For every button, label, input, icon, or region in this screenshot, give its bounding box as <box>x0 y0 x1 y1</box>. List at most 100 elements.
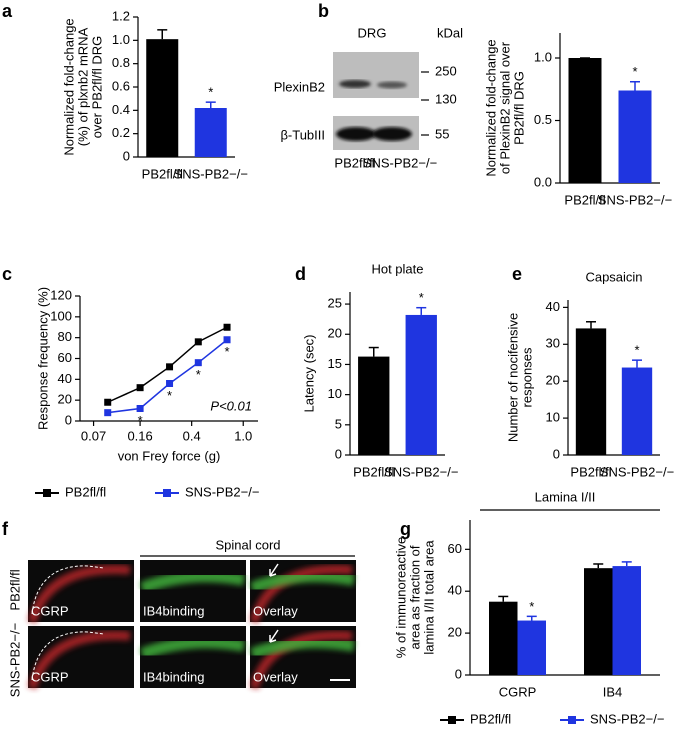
blot-band <box>339 80 371 88</box>
y-axis-label: % of immunoreactive <box>393 537 408 658</box>
x-tick-label: 0.16 <box>127 428 152 443</box>
blot-title: DRG <box>358 25 387 40</box>
point <box>104 409 112 417</box>
marker-label: 250 <box>435 63 457 78</box>
bar <box>575 328 607 455</box>
x-tick-label: PB2fl/fl <box>142 166 183 181</box>
row-label: PB2fl/fl <box>7 569 22 610</box>
y-tick-label: 20 <box>328 326 342 341</box>
stain-label: IB4binding <box>143 603 204 618</box>
blot-row: β-TubIII <box>280 127 325 142</box>
blot-band <box>377 81 407 89</box>
micro-title: Spinal cord <box>215 537 280 552</box>
micrographs: f Spinal cord PB2fl/fl SNS-PB2−/− CGRP IB… <box>2 519 356 697</box>
x-tick-label: PB2fl/fl <box>564 192 605 207</box>
y-tick-label: 20 <box>448 625 462 640</box>
annotation: * <box>196 367 201 382</box>
y-tick-label: 1.2 <box>112 8 130 23</box>
y-tick-label: 10 <box>546 410 560 425</box>
y-tick-label: 0.2 <box>112 125 130 140</box>
y-axis-label: Normalized fold-change <box>483 39 498 176</box>
y-tick-label: 60 <box>58 350 72 365</box>
panel-letter: e <box>512 264 522 284</box>
bar <box>584 568 613 675</box>
annotation: * <box>634 343 639 358</box>
blot-row: PlexinB2 <box>274 79 325 94</box>
bar <box>358 356 390 455</box>
y-tick-label: 100 <box>50 308 72 323</box>
chart-title: Hot plate <box>371 261 423 276</box>
y-axis-label: Latency (sec) <box>301 334 316 412</box>
arrow <box>269 563 279 577</box>
y-tick-label: 120 <box>50 287 72 302</box>
note: P<0.01 <box>210 398 252 413</box>
legend-marker <box>163 489 171 497</box>
stain-red <box>27 630 131 690</box>
y-tick-label: 60 <box>448 541 462 556</box>
y-tick-label: 40 <box>546 299 560 314</box>
panel-letter: f <box>2 519 9 539</box>
annotation: * <box>419 290 424 305</box>
bar <box>194 108 227 157</box>
y-tick-label: 40 <box>448 583 462 598</box>
legend-label: PB2fl/fl <box>65 484 106 499</box>
bar <box>621 367 653 455</box>
point <box>223 336 231 344</box>
y-tick-label: 40 <box>58 371 72 386</box>
bar <box>612 566 641 675</box>
point <box>136 405 144 412</box>
chart-title: Capsaicin <box>585 269 642 284</box>
stain-label: CGRP <box>31 669 69 684</box>
y-tick-label: 20 <box>546 373 560 388</box>
stain-label: IB4binding <box>143 669 204 684</box>
point <box>194 338 202 346</box>
stain-green <box>249 570 356 594</box>
y-tick-label: 10 <box>328 386 342 401</box>
bar <box>146 39 179 157</box>
y-tick-label: 1.0 <box>112 32 130 47</box>
y-tick-label: 0 <box>123 148 130 163</box>
stain-label: Overlay <box>253 669 298 684</box>
bar <box>405 314 437 455</box>
x-tick-label: IB4 <box>603 684 623 699</box>
y-axis-label: Response frequency (%) <box>35 287 50 430</box>
y-axis-label: Number of nocifensive <box>505 313 520 442</box>
legend-marker <box>43 489 51 497</box>
outline <box>31 631 105 681</box>
y-tick-label: 0.6 <box>112 78 130 93</box>
stain-green <box>249 636 356 660</box>
marker-label: 130 <box>435 91 457 106</box>
y-tick-label: 0 <box>455 666 462 681</box>
blot-band <box>336 127 376 141</box>
legend-label: PB2fl/fl <box>470 711 511 726</box>
y-tick-label: 0.0 <box>534 174 552 189</box>
x-tick-label: SNS-PB2−/− <box>598 192 672 207</box>
x-tick-label: SNS-PB2−/− <box>174 166 248 181</box>
x-tick-label: 0.4 <box>183 428 201 443</box>
stain-green <box>139 570 246 594</box>
x-tick-label: 0.07 <box>81 428 106 443</box>
panel-letter: c <box>2 264 12 284</box>
panel-letter: d <box>295 264 306 284</box>
stain-label: Overlay <box>253 603 298 618</box>
bar <box>517 620 546 675</box>
x-tick-label: SNS-PB2−/− <box>384 464 458 479</box>
y-axis-label: lamina I/II total area <box>421 540 436 655</box>
y-tick-label: 80 <box>58 329 72 344</box>
y-tick-label: 5 <box>335 416 342 431</box>
annotation: * <box>167 388 172 403</box>
legend-marker <box>568 716 576 724</box>
legend-label: SNS-PB2−/− <box>185 484 259 499</box>
legend-label: SNS-PB2−/− <box>590 711 664 726</box>
y-axis-label: of PlexinB2 signal over <box>497 41 512 174</box>
stain-label: CGRP <box>31 603 69 618</box>
row-label: SNS-PB2−/− <box>7 623 22 697</box>
stain-green <box>139 636 246 660</box>
blot-image <box>333 52 419 98</box>
point <box>136 384 144 392</box>
y-axis-label: Normalized fold-change <box>61 18 76 155</box>
y-tick-label: 0.8 <box>112 55 130 70</box>
x-tick-label: SNS-PB2−/− <box>600 464 674 479</box>
marker-label: 55 <box>435 126 449 141</box>
legend-marker <box>448 716 456 724</box>
